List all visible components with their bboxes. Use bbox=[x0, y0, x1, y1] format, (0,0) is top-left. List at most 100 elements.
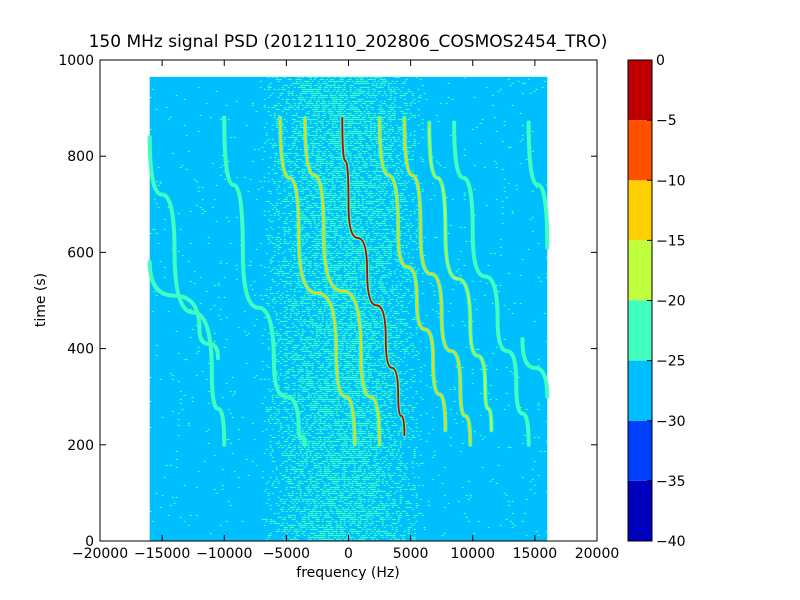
noise-pixel bbox=[335, 172, 338, 175]
noise-pixel bbox=[301, 216, 304, 219]
noise-pixel bbox=[369, 140, 372, 143]
noise-pixel bbox=[301, 252, 304, 255]
noise-pixel bbox=[355, 142, 358, 145]
noise-pixel bbox=[489, 252, 492, 255]
noise-pixel bbox=[375, 162, 378, 165]
noise-pixel bbox=[331, 296, 334, 299]
noise-pixel bbox=[315, 162, 318, 165]
noise-pixel bbox=[359, 104, 362, 107]
noise-pixel bbox=[341, 264, 344, 267]
noise-pixel bbox=[393, 92, 396, 95]
noise-pixel bbox=[305, 174, 308, 177]
noise-pixel bbox=[371, 320, 374, 323]
noise-pixel bbox=[355, 94, 358, 97]
noise-pixel bbox=[313, 216, 316, 219]
noise-pixel bbox=[387, 272, 390, 275]
noise-pixel bbox=[331, 98, 334, 101]
noise-pixel bbox=[395, 162, 398, 165]
noise-pixel bbox=[331, 328, 334, 331]
noise-pixel bbox=[345, 98, 348, 101]
noise-pixel bbox=[363, 100, 366, 103]
noise-pixel bbox=[337, 146, 340, 149]
noise-pixel bbox=[373, 308, 376, 311]
noise-pixel bbox=[393, 112, 396, 115]
noise-pixel bbox=[313, 340, 316, 343]
noise-pixel bbox=[283, 118, 286, 121]
noise-pixel bbox=[155, 344, 158, 347]
noise-pixel bbox=[339, 328, 342, 331]
noise-pixel bbox=[363, 214, 366, 217]
noise-pixel bbox=[289, 160, 292, 163]
noise-pixel bbox=[283, 154, 286, 157]
noise-pixel bbox=[319, 96, 322, 99]
noise-pixel bbox=[289, 298, 292, 301]
noise-pixel bbox=[383, 212, 386, 215]
noise-pixel bbox=[531, 130, 534, 133]
noise-pixel bbox=[387, 276, 390, 279]
noise-pixel bbox=[377, 264, 380, 267]
noise-pixel bbox=[339, 104, 342, 107]
noise-pixel bbox=[337, 346, 340, 349]
noise-pixel bbox=[301, 154, 304, 157]
noise-pixel bbox=[319, 202, 322, 205]
noise-pixel bbox=[397, 182, 400, 185]
noise-pixel bbox=[293, 142, 296, 145]
noise-pixel bbox=[341, 96, 344, 99]
noise-pixel bbox=[331, 290, 334, 293]
noise-pixel bbox=[341, 260, 344, 263]
noise-pixel bbox=[411, 158, 414, 161]
noise-pixel bbox=[285, 198, 288, 201]
noise-pixel bbox=[325, 222, 328, 225]
noise-pixel bbox=[365, 180, 368, 183]
noise-pixel bbox=[317, 326, 320, 329]
noise-pixel bbox=[393, 212, 396, 215]
noise-pixel bbox=[387, 258, 390, 261]
noise-pixel bbox=[393, 342, 396, 345]
noise-pixel bbox=[351, 276, 354, 279]
noise-pixel bbox=[337, 152, 340, 155]
noise-pixel bbox=[397, 280, 400, 283]
noise-pixel bbox=[393, 312, 396, 315]
noise-pixel bbox=[319, 262, 322, 265]
noise-pixel bbox=[411, 296, 414, 299]
noise-pixel bbox=[253, 148, 256, 151]
noise-pixel bbox=[351, 190, 354, 193]
noise-pixel bbox=[321, 82, 324, 85]
noise-pixel bbox=[315, 182, 318, 185]
noise-pixel bbox=[393, 148, 396, 151]
noise-pixel bbox=[315, 142, 318, 145]
noise-pixel bbox=[375, 232, 378, 235]
noise-pixel bbox=[395, 168, 398, 171]
noise-pixel bbox=[357, 92, 360, 95]
noise-pixel bbox=[319, 86, 322, 89]
noise-pixel bbox=[355, 220, 358, 223]
noise-pixel bbox=[353, 146, 356, 149]
noise-pixel bbox=[401, 112, 404, 115]
noise-pixel bbox=[321, 162, 324, 165]
noise-pixel bbox=[369, 280, 372, 283]
noise-pixel bbox=[361, 260, 364, 263]
heatmap-background bbox=[149, 76, 548, 541]
noise-pixel bbox=[345, 256, 348, 259]
noise-pixel bbox=[365, 104, 368, 107]
noise-pixel bbox=[443, 166, 446, 169]
noise-pixel bbox=[331, 170, 334, 173]
noise-pixel bbox=[321, 324, 324, 327]
noise-pixel bbox=[321, 278, 324, 281]
noise-pixel bbox=[405, 338, 408, 341]
noise-pixel bbox=[287, 106, 290, 109]
noise-pixel bbox=[359, 264, 362, 267]
noise-pixel bbox=[329, 94, 332, 97]
noise-pixel bbox=[337, 216, 340, 219]
noise-pixel bbox=[283, 240, 286, 243]
noise-pixel bbox=[293, 156, 296, 159]
noise-pixel bbox=[355, 182, 358, 185]
noise-pixel bbox=[357, 336, 360, 339]
noise-pixel bbox=[301, 88, 304, 91]
noise-pixel bbox=[373, 136, 376, 139]
noise-pixel bbox=[315, 322, 318, 325]
noise-pixel bbox=[321, 158, 324, 161]
noise-pixel bbox=[345, 286, 348, 289]
noise-pixel bbox=[339, 204, 342, 207]
noise-pixel bbox=[367, 92, 370, 95]
